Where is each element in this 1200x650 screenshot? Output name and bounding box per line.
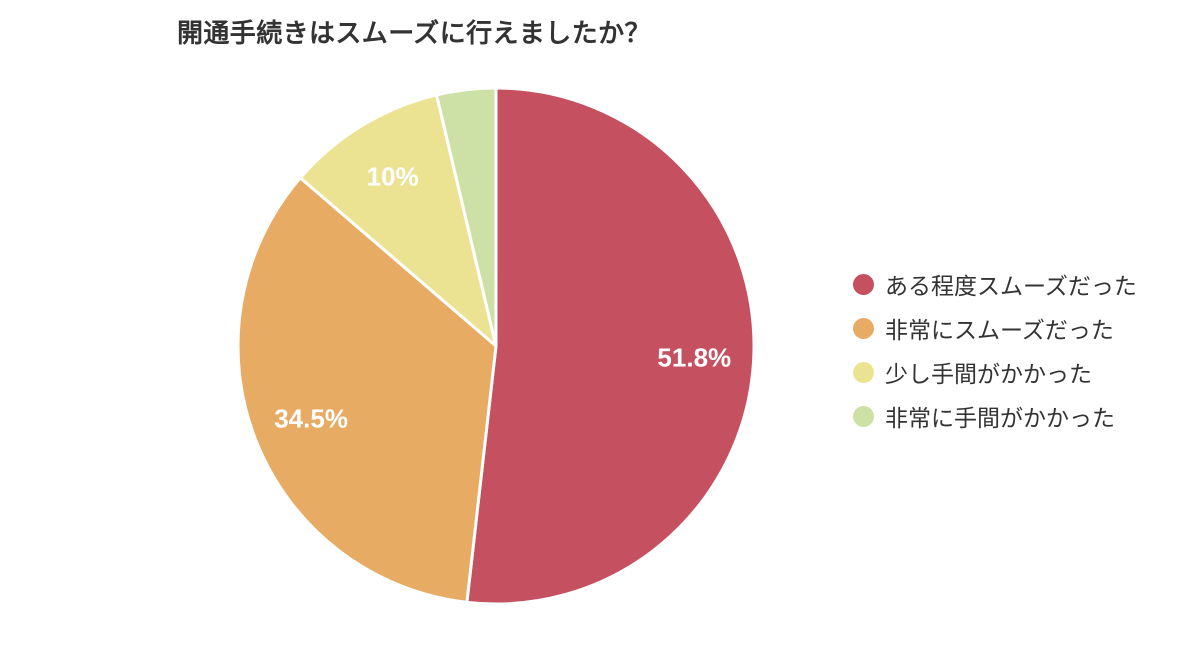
chart-title: 開通手続きはスムーズに行えましたか？ [177, 18, 651, 48]
legend-item-0: ある程度スムーズだった [853, 262, 1137, 306]
legend-item-1: 非常にスムーズだった [853, 306, 1137, 350]
legend-label-1: 非常にスムーズだった [885, 317, 1114, 343]
chart-legend: ある程度スムーズだった 非常にスムーズだった 少し手間がかかった 非常に手間がかかった [853, 262, 1137, 438]
pie-slice-0 [465, 86, 756, 606]
legend-label-3: 非常に手間がかかった [885, 405, 1115, 431]
slice-label-0: 51.8% [657, 342, 731, 372]
legend-swatch-icon [853, 317, 874, 339]
legend-label-2: 少し手間がかかった [885, 361, 1092, 387]
legend-swatch-icon [853, 361, 874, 383]
legend-label-0: ある程度スムーズだった [885, 273, 1137, 299]
slice-label-2: 10% [367, 161, 419, 191]
legend-item-2: 少し手間がかかった [853, 350, 1137, 394]
pie-slice-3 [435, 86, 498, 348]
pie-slice-1 [236, 176, 498, 604]
legend-swatch-icon [853, 405, 874, 427]
legend-item-3: 非常に手間がかかった [853, 394, 1137, 438]
pie-chart: 51.8% 34.5% 10% [236, 86, 756, 606]
pie-slice-2 [298, 93, 498, 348]
slice-label-1: 34.5% [274, 404, 348, 434]
legend-swatch-icon [853, 273, 874, 295]
